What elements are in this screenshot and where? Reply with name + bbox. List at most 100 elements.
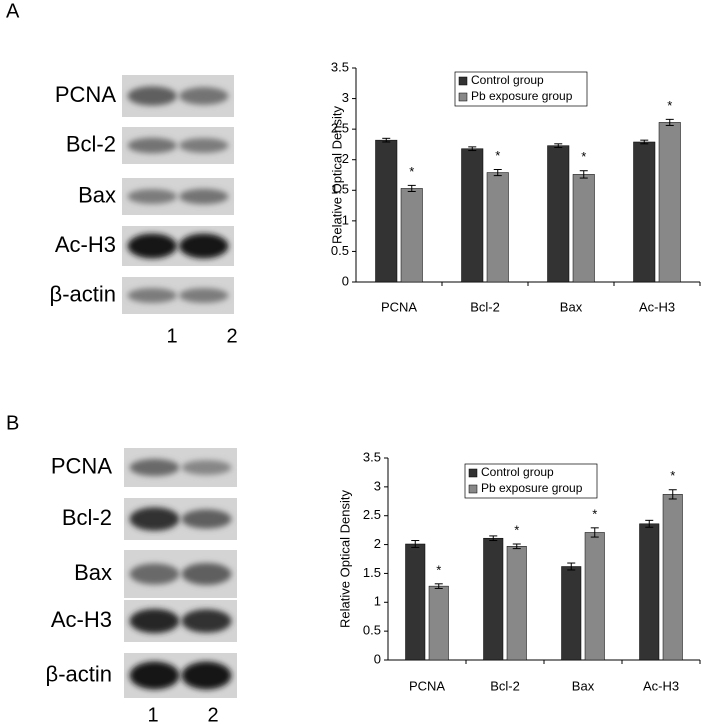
y-tick-label: 0.5: [363, 623, 381, 638]
error-bar: [590, 527, 599, 538]
blot-band: [127, 233, 177, 259]
protein-label: Bcl-2: [66, 131, 116, 156]
blot-band: [179, 288, 229, 303]
y-tick-label: 2: [374, 536, 381, 551]
legend-label: Pb exposure group: [481, 481, 583, 495]
bar: [461, 148, 484, 283]
x-tick-label: PCNA: [381, 299, 417, 314]
legend-label: Control group: [471, 73, 544, 87]
protein-label: Bax: [78, 182, 116, 207]
x-tick-label: PCNA: [409, 678, 445, 693]
bar: [658, 122, 681, 283]
lane-label: 1: [166, 325, 177, 347]
y-tick-label: 2.5: [363, 507, 381, 522]
y-tick-label: 1: [342, 212, 349, 227]
y-tick-label: 0: [374, 651, 381, 666]
significance-mark: *: [667, 98, 672, 113]
protein-label: β-actin: [46, 661, 112, 686]
y-tick-label: 1: [374, 594, 381, 609]
bar: [547, 145, 570, 283]
error-bar: [407, 184, 416, 193]
error-bar: [665, 118, 674, 126]
y-axis-label: Relative Optical Density: [329, 106, 344, 244]
bar: [572, 174, 595, 283]
legend-swatch: [468, 468, 478, 478]
error-bar: [493, 168, 502, 177]
y-axis-label: Relative Optical Density: [337, 490, 352, 628]
blot-band: [127, 86, 177, 106]
bar: [405, 543, 426, 661]
blot-band: [181, 562, 232, 586]
y-tick-label: 3.5: [363, 449, 381, 464]
legend-label: Control group: [481, 465, 554, 479]
error-bar: [411, 540, 420, 548]
protein-label: Bax: [74, 560, 112, 585]
blot-band: [127, 137, 177, 154]
significance-mark: *: [495, 148, 500, 163]
lane-label: 1: [147, 704, 158, 726]
significance-mark: *: [514, 522, 519, 537]
y-tick-label: 0.5: [331, 243, 349, 258]
blot-band: [181, 460, 232, 475]
error-bar: [468, 146, 477, 152]
significance-mark: *: [581, 149, 586, 164]
legend-swatch: [458, 76, 468, 86]
blot-band: [129, 608, 180, 634]
lane-label: 2: [226, 325, 237, 347]
blot-band: [127, 288, 177, 303]
y-tick-label: 1.5: [331, 182, 349, 197]
blot-band: [179, 87, 229, 105]
bar: [400, 188, 423, 283]
blot-band: [179, 138, 229, 153]
x-tick-label: Bax: [572, 678, 595, 693]
error-bar: [434, 583, 443, 589]
lane-label: 2: [207, 704, 218, 726]
error-bar: [645, 519, 654, 528]
blot-band: [129, 458, 180, 477]
y-tick-label: 2.5: [331, 121, 349, 136]
significance-mark: *: [409, 164, 414, 179]
protein-label: β-actin: [50, 281, 116, 306]
bar: [506, 546, 527, 661]
legend-swatch: [458, 92, 468, 102]
y-tick-label: 3: [374, 478, 381, 493]
blot-band: [127, 189, 177, 204]
blot-band: [129, 661, 180, 690]
x-tick-label: Bcl-2: [490, 678, 520, 693]
bar: [486, 172, 509, 283]
blot-band: [181, 509, 232, 529]
panel-label: A: [6, 0, 20, 22]
y-tick-label: 1.5: [363, 565, 381, 580]
significance-mark: *: [436, 562, 441, 577]
x-tick-label: Bax: [560, 299, 583, 314]
y-tick-label: 0: [342, 273, 349, 288]
bar: [639, 523, 660, 661]
protein-label: Bcl-2: [62, 505, 112, 530]
error-bar: [668, 489, 677, 500]
y-tick-label: 3: [342, 90, 349, 105]
blot-band: [129, 563, 180, 585]
protein-label: Ac-H3: [51, 607, 112, 632]
error-bar: [382, 137, 391, 143]
legend-box: [464, 463, 598, 499]
blot-band: [129, 507, 180, 531]
legend-label: Pb exposure group: [471, 89, 573, 103]
protein-label: PCNA: [51, 453, 112, 478]
x-tick-label: Bcl-2: [470, 299, 500, 314]
panel-label: B: [6, 412, 19, 434]
y-tick-label: 2: [342, 151, 349, 166]
error-bar: [579, 170, 588, 179]
protein-label: PCNA: [55, 82, 116, 107]
bar: [483, 537, 504, 661]
significance-mark: *: [670, 468, 675, 483]
blot-band: [181, 609, 232, 633]
protein-label: Ac-H3: [55, 232, 116, 257]
error-bar: [512, 543, 521, 550]
significance-mark: *: [592, 506, 597, 521]
bar: [633, 141, 656, 283]
bar: [561, 566, 582, 661]
error-bar: [554, 143, 563, 148]
error-bar: [640, 139, 649, 145]
blot-band: [179, 233, 229, 259]
